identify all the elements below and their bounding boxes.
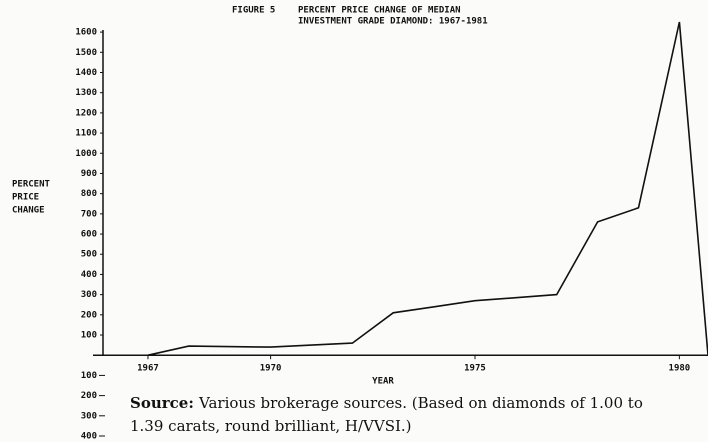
y-tick-label: 1300 <box>75 88 97 98</box>
y-tick-label: 900 <box>81 169 97 179</box>
y-tick-label: 1200 <box>75 108 97 118</box>
y-label: PRICE <box>12 193 39 203</box>
y-tick-label: 200 <box>81 310 97 320</box>
y-tick-label: 300 <box>81 290 97 300</box>
y-tick-label: 1000 <box>75 149 97 159</box>
x-tick-label: 1970 <box>260 364 282 374</box>
chart-title: FIGURE 5 <box>232 6 275 16</box>
x-label: YEAR <box>372 377 394 387</box>
x-tick-label: 1967 <box>137 364 159 374</box>
x-tick-label: 1980 <box>669 364 691 374</box>
y-tick-label: 1400 <box>75 68 97 78</box>
y-tick-label: 400 <box>81 432 97 442</box>
y-tick-label: 1500 <box>75 48 97 58</box>
y-tick-label: 600 <box>81 230 97 240</box>
data-line <box>147 21 708 356</box>
y-label: CHANGE <box>12 206 45 216</box>
chart-subtitle: PERCENT PRICE CHANGE OF MEDIAN <box>298 6 461 16</box>
source-text: 1.39 carats, round brilliant, H/VVSI.) <box>130 417 412 435</box>
y-tick-label: 500 <box>81 250 97 260</box>
y-tick-label: 100 <box>81 371 97 381</box>
y-tick-label: 800 <box>81 189 97 199</box>
y-tick-label: 1100 <box>75 129 97 139</box>
y-tick-label: 400 <box>81 270 97 280</box>
y-tick-label: 100 <box>81 331 97 341</box>
y-tick-label: 300 <box>81 411 97 421</box>
y-tick-label: 200 <box>81 391 97 401</box>
y-tick-label: 700 <box>81 209 97 219</box>
chart-subtitle: INVESTMENT GRADE DIAMOND: 1967-1981 <box>298 17 488 27</box>
x-tick-label: 1975 <box>464 364 486 374</box>
y-label: PERCENT <box>12 180 51 190</box>
y-tick-label: 1600 <box>75 28 97 38</box>
source-label: Source: <box>130 394 194 412</box>
source-text: Various brokerage sources. (Based on dia… <box>198 394 643 412</box>
